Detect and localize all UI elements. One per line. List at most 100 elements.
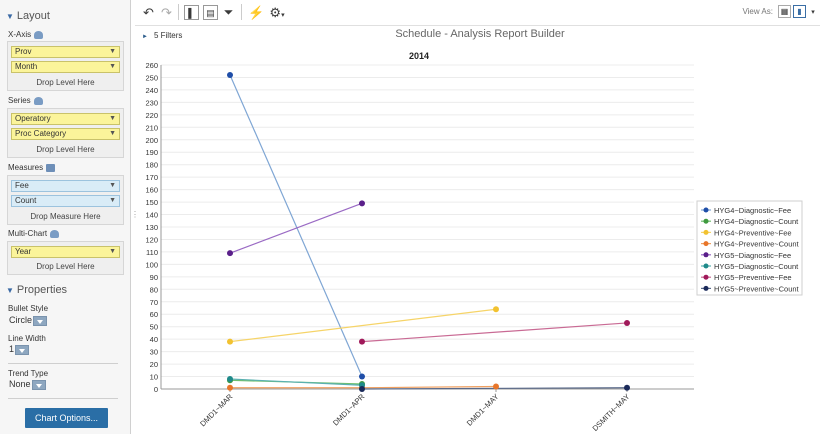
xaxis-field-prov[interactable]: Prov ▼: [11, 46, 120, 58]
properties-header-label: Properties: [16, 284, 68, 296]
y-tick-label: 210: [145, 123, 158, 132]
expand-triangle-icon[interactable]: ►: [142, 34, 148, 40]
multichart-drop-zone[interactable]: Year ▼ Drop Level Here: [7, 241, 124, 275]
xaxis-field-month[interactable]: Month ▼: [11, 61, 120, 73]
line-chart: 2014 0 10 20 30 40 50 60 70 80 90 100 110 120 130 140 1…: [145, 51, 803, 433]
measure-icon: [46, 163, 56, 172]
data-point: [624, 384, 630, 391]
chevron-down-icon[interactable]: ▼: [109, 115, 116, 122]
legend-entry: HYG4~Preventive~Fee: [714, 228, 792, 237]
series-label: Series: [8, 96, 43, 105]
filters-toggle[interactable]: ► 5 Filters: [142, 31, 182, 40]
drop-level-text: Drop Level Here: [36, 78, 95, 87]
y-tick-label: 120: [145, 235, 158, 244]
y-tick-label: 100: [145, 260, 158, 269]
settings-icon[interactable]: ⚙▾: [269, 5, 285, 20]
field-label: Count: [15, 196, 37, 205]
table-layout-icon[interactable]: ▤: [203, 5, 218, 20]
legend-marker: [703, 241, 709, 247]
legend-marker: [703, 285, 709, 291]
y-tick-label: 80: [150, 285, 158, 294]
y-tick-label: 40: [150, 335, 158, 344]
chevron-down-icon[interactable]: ▼: [109, 182, 116, 189]
data-point: [359, 386, 365, 392]
chevron-down-icon[interactable]: ▼: [109, 248, 116, 255]
measures-drop-zone[interactable]: Fee ▼ Count ▼ Drop Measure Here: [7, 175, 124, 225]
collapse-caret-icon[interactable]: ▼: [6, 12, 14, 21]
chart-area: 2014 0 10 20 30 40 50 60 70 80 90 100 110 120 130 140 1…: [135, 41, 820, 434]
chevron-down-icon[interactable]: [15, 344, 30, 355]
chevron-down-icon[interactable]: [33, 315, 48, 326]
chevron-down-icon[interactable]: ▼: [109, 63, 116, 70]
y-tick-label: 170: [145, 173, 158, 182]
legend-entry: HYG5~Preventive~Fee: [714, 273, 792, 282]
y-tick-label: 60: [150, 310, 158, 319]
data-point: [359, 373, 365, 380]
data-point: [359, 338, 365, 345]
field-label: Operatory: [15, 114, 51, 123]
y-tick-label: 220: [145, 111, 158, 120]
data-point: [227, 250, 233, 257]
collapse-caret-icon[interactable]: ▼: [6, 286, 14, 295]
chart-options-button[interactable]: Chart Options...: [25, 408, 108, 428]
legend-entry: HYG5~Diagnostic~Fee: [714, 251, 791, 260]
layout-section-header[interactable]: ▼ Layout: [6, 10, 50, 22]
multichart-field-year[interactable]: Year ▼: [11, 246, 120, 258]
y-tick-label: 160: [145, 186, 158, 195]
measure-field-count[interactable]: Count ▼: [11, 195, 120, 207]
multichart-label: Multi-Chart: [8, 229, 60, 238]
field-label: Proc Category: [15, 129, 67, 138]
redo-icon[interactable]: ↷: [161, 5, 172, 20]
y-tick-label: 230: [145, 98, 158, 107]
legend-marker: [703, 218, 709, 224]
series-drop-zone[interactable]: Operatory ▼ Proc Category ▼ Drop Level Her…: [7, 108, 124, 158]
field-label: Year: [15, 247, 32, 256]
layout-panel-icon[interactable]: ▌: [184, 5, 199, 20]
chevron-down-icon[interactable]: ▼: [109, 197, 116, 204]
line-width-select[interactable]: 1: [9, 344, 30, 355]
legend-marker: [703, 263, 709, 269]
properties-section-header[interactable]: ▼ Properties: [6, 284, 67, 296]
field-label: Month: [15, 62, 38, 71]
toolbar: ↶ ↷ ▌ ▤ ⏷ ⚡ ⚙▾ View As: ▦ ▮ ▾: [135, 0, 820, 26]
chevron-down-icon[interactable]: ▼: [109, 48, 116, 55]
xaxis-label-text: X-Axis: [8, 30, 32, 39]
legend-marker: [703, 207, 709, 213]
xaxis-drop-zone[interactable]: Prov ▼ Month ▼ Drop Level Here: [7, 41, 124, 91]
y-tick-label: 10: [150, 373, 158, 382]
panel-splitter-handle[interactable]: ⋮: [131, 210, 139, 219]
trend-type-label: Trend Type: [8, 369, 49, 378]
chevron-down-icon[interactable]: [31, 379, 46, 390]
filter-icon[interactable]: ⏷: [223, 5, 234, 19]
y-tick-label: 30: [150, 348, 158, 357]
trend-type-select[interactable]: None: [9, 379, 46, 390]
drop-measure-text: Drop Measure Here: [30, 212, 101, 221]
y-tick-label: 240: [145, 86, 158, 95]
report-title: Schedule - Analysis Report Builder: [395, 28, 565, 40]
measures-label-text: Measures: [8, 163, 44, 172]
y-tick-label: 260: [145, 61, 158, 70]
series-label-text: Series: [8, 96, 31, 105]
legend-entry: HYG4~Diagnostic~Count: [714, 217, 799, 226]
chevron-down-icon[interactable]: ▾: [811, 9, 815, 16]
y-tick-label: 50: [150, 323, 158, 332]
bullet-style-select[interactable]: Circle: [9, 315, 48, 326]
toolbar-separator: [178, 4, 179, 20]
measure-field-fee[interactable]: Fee ▼: [11, 180, 120, 192]
legend-marker: [703, 229, 709, 235]
y-tick-label: 130: [145, 223, 158, 232]
legend-entry: HYG5~Diagnostic~Count: [714, 262, 799, 271]
grid-view-icon[interactable]: ▦: [778, 5, 791, 18]
chevron-down-icon[interactable]: ▼: [109, 130, 116, 137]
series-line: [229, 74, 363, 377]
undo-icon[interactable]: ↶: [143, 5, 154, 20]
chart-view-icon[interactable]: ▮: [793, 5, 806, 18]
series-field-operatory[interactable]: Operatory ▼: [11, 113, 120, 125]
toolbar-separator: [241, 4, 242, 20]
hierarchy-icon: [33, 96, 43, 105]
series-field-proc-category[interactable]: Proc Category ▼: [11, 128, 120, 140]
layout-panel: ▼ Layout X-Axis Prov ▼ Month ▼ Drop Level H…: [0, 0, 131, 434]
run-icon[interactable]: ⚡: [248, 5, 265, 20]
x-tick-label: DMD1~MAR: [198, 392, 235, 429]
x-axis: DMD1~MAR DMD1~APR DMD1~MAY DSMITH~MAY: [161, 388, 694, 433]
